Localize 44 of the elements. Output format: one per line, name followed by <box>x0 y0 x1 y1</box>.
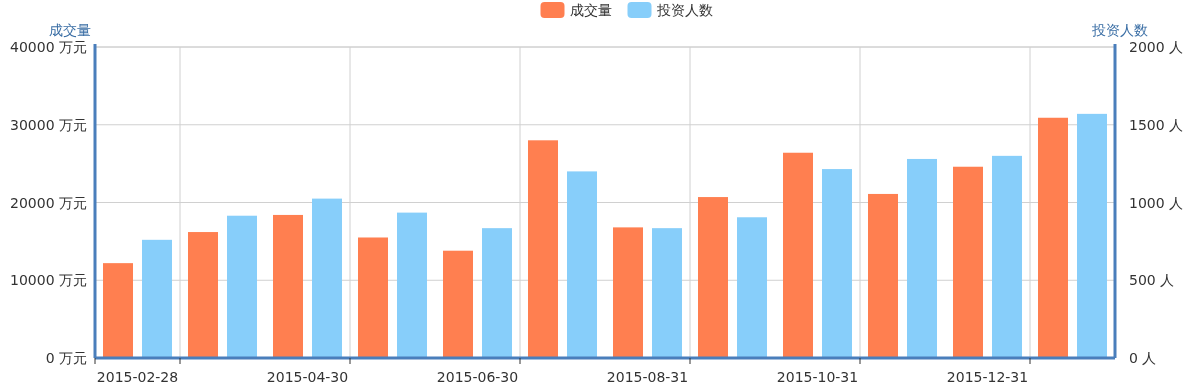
bar <box>652 228 682 358</box>
legend-label: 投资人数 <box>655 2 713 18</box>
y2-axis-title: 投资人数 <box>1091 22 1148 38</box>
bar <box>273 214 303 358</box>
legend-label: 成交量 <box>569 2 612 18</box>
bar <box>953 166 983 358</box>
bar <box>227 215 257 358</box>
bar <box>783 152 813 358</box>
y2-tick-label: 0 人 <box>1129 350 1157 366</box>
bar <box>613 227 643 358</box>
bar <box>1038 117 1068 358</box>
bar <box>188 232 218 358</box>
y-tick-label: 0 万元 <box>45 350 87 366</box>
y-tick-label: 40000 万元 <box>10 39 87 55</box>
x-tick-label: 2015-10-31 <box>776 369 859 385</box>
x-tick-label: 2015-08-31 <box>606 369 689 385</box>
bar <box>528 140 558 358</box>
bar <box>443 250 473 358</box>
bar <box>698 197 728 358</box>
bar <box>567 171 597 358</box>
bar <box>907 158 937 358</box>
bar <box>482 228 512 358</box>
bar <box>312 198 342 358</box>
bar <box>397 212 427 358</box>
bar <box>868 193 898 358</box>
y2-tick-label: 1000 人 <box>1129 194 1184 211</box>
y2-tick-label: 1500 人 <box>1129 116 1184 133</box>
bar <box>737 217 767 358</box>
y2-tick-label: 2000 人 <box>1129 39 1184 55</box>
bar <box>142 239 172 358</box>
y-axis-title: 成交量 <box>49 22 91 38</box>
y-tick-label: 10000 万元 <box>10 272 87 289</box>
x-tick-label: 2015-06-30 <box>436 369 519 385</box>
x-tick-label: 2015-04-30 <box>266 369 349 385</box>
y-tick-label: 30000 万元 <box>10 116 87 133</box>
bar <box>103 263 133 358</box>
bar <box>358 237 388 358</box>
y2-tick-label: 500 人 <box>1129 272 1175 289</box>
bar <box>1077 113 1107 358</box>
bar <box>822 169 852 358</box>
x-tick-label: 2015-02-28 <box>96 369 179 385</box>
y-tick-label: 20000 万元 <box>10 194 87 211</box>
bar <box>992 155 1022 358</box>
x-tick-label: 2015-12-31 <box>946 369 1029 385</box>
